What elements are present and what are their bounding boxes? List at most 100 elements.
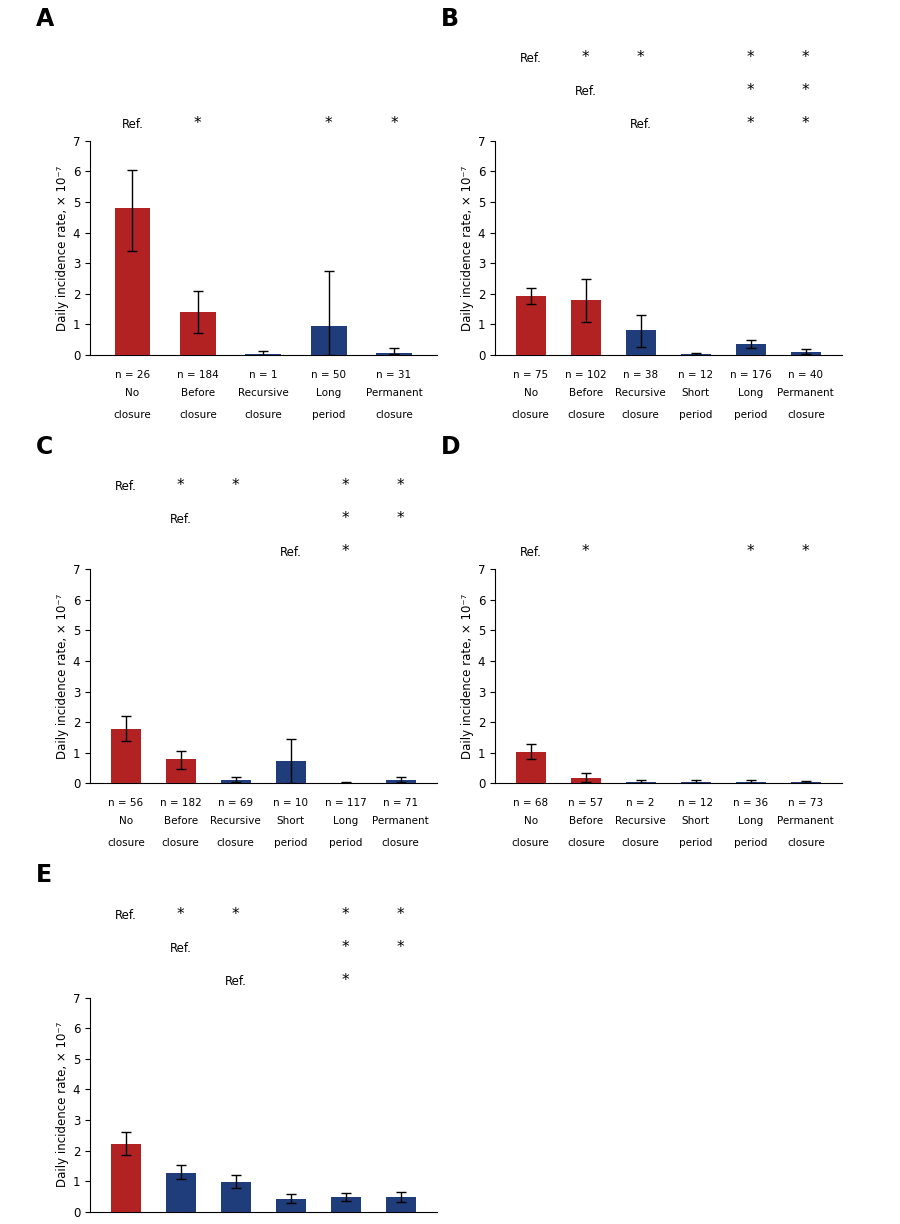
Text: *: * [802, 116, 810, 131]
Text: n = 1: n = 1 [249, 370, 277, 379]
Text: n = 102: n = 102 [565, 370, 607, 379]
Text: *: * [397, 512, 405, 526]
Bar [735, 782, 766, 783]
Text: Ref.: Ref. [225, 974, 247, 988]
Text: closure: closure [622, 410, 660, 420]
Text: n = 71: n = 71 [383, 798, 418, 808]
Text: Permanent: Permanent [778, 388, 834, 398]
Text: period: period [734, 838, 768, 848]
Text: Ref.: Ref. [575, 84, 597, 98]
Text: Ref.: Ref. [115, 480, 137, 493]
Bar [516, 752, 546, 783]
Text: No: No [524, 816, 538, 826]
Text: closure: closure [512, 838, 550, 848]
Text: period: period [734, 410, 768, 420]
Text: n = 40: n = 40 [788, 370, 824, 379]
Bar [626, 330, 656, 355]
Text: closure: closure [107, 838, 145, 848]
Text: n = 184: n = 184 [177, 370, 219, 379]
Text: Ref.: Ref. [520, 546, 542, 559]
Text: Ref.: Ref. [115, 908, 137, 922]
Text: n = 10: n = 10 [274, 798, 308, 808]
Bar [735, 344, 766, 355]
Bar [246, 354, 281, 355]
Text: *: * [747, 545, 754, 559]
Text: Before: Before [164, 816, 198, 826]
Y-axis label: Daily incidence rate, × 10⁻⁷: Daily incidence rate, × 10⁻⁷ [461, 594, 473, 759]
Bar [111, 730, 141, 783]
Text: n = 68: n = 68 [513, 798, 548, 808]
Text: closure: closure [622, 838, 660, 848]
Bar [330, 1197, 361, 1212]
Text: *: * [342, 479, 349, 493]
Text: period: period [312, 410, 346, 420]
Bar [166, 1173, 196, 1212]
Text: Ref.: Ref. [630, 118, 652, 131]
Text: Ref.: Ref. [520, 51, 542, 65]
Text: *: * [325, 116, 332, 131]
Text: *: * [232, 479, 239, 493]
Text: Ref.: Ref. [170, 941, 192, 955]
Y-axis label: Daily incidence rate, × 10⁻⁷: Daily incidence rate, × 10⁻⁷ [461, 165, 473, 330]
Text: closure: closure [113, 410, 151, 420]
Bar [166, 759, 196, 783]
Bar [385, 780, 416, 783]
Text: n = 182: n = 182 [160, 798, 202, 808]
Text: *: * [391, 116, 398, 131]
Text: *: * [342, 512, 349, 526]
Text: *: * [802, 83, 810, 98]
Text: n = 73: n = 73 [788, 798, 824, 808]
Text: Before: Before [569, 816, 603, 826]
Text: *: * [232, 907, 239, 922]
Text: n = 57: n = 57 [568, 798, 603, 808]
Text: Before: Before [569, 388, 603, 398]
Y-axis label: Daily incidence rate, × 10⁻⁷: Daily incidence rate, × 10⁻⁷ [56, 165, 68, 330]
Text: *: * [342, 973, 349, 988]
Text: n = 69: n = 69 [218, 798, 253, 808]
Text: closure: closure [162, 838, 200, 848]
Text: *: * [747, 50, 754, 65]
Text: *: * [397, 479, 405, 493]
Text: n = 38: n = 38 [623, 370, 658, 379]
Text: closure: closure [567, 410, 605, 420]
Text: Permanent: Permanent [373, 816, 429, 826]
Bar [310, 326, 346, 355]
Text: Ref.: Ref. [122, 118, 143, 131]
Text: *: * [747, 83, 754, 98]
Text: n = 56: n = 56 [108, 798, 143, 808]
Bar [516, 296, 546, 355]
Text: Short: Short [681, 816, 710, 826]
Text: *: * [342, 940, 349, 955]
Text: Ref.: Ref. [170, 513, 192, 526]
Bar [114, 208, 150, 355]
Y-axis label: Daily incidence rate, × 10⁻⁷: Daily incidence rate, × 10⁻⁷ [56, 1022, 68, 1187]
Text: Long: Long [333, 816, 358, 826]
Text: n = 26: n = 26 [115, 370, 150, 379]
Text: Ref.: Ref. [280, 546, 302, 559]
Text: Recursive: Recursive [616, 816, 666, 826]
Text: closure: closure [382, 838, 419, 848]
Bar [275, 1200, 306, 1212]
Text: n = 2: n = 2 [626, 798, 655, 808]
Bar [571, 301, 601, 355]
Bar [220, 780, 251, 783]
Text: n = 36: n = 36 [734, 798, 769, 808]
Text: Short: Short [276, 816, 305, 826]
Text: Permanent: Permanent [778, 816, 834, 826]
Bar [385, 1197, 416, 1212]
Text: closure: closure [512, 410, 550, 420]
Text: period: period [329, 838, 363, 848]
Text: period: period [680, 410, 713, 420]
Bar [275, 761, 306, 783]
Bar [790, 353, 821, 355]
Bar [111, 1143, 141, 1212]
Text: *: * [177, 907, 184, 922]
Text: n = 117: n = 117 [325, 798, 366, 808]
Bar [220, 1182, 251, 1212]
Text: *: * [582, 50, 590, 65]
Text: n = 31: n = 31 [376, 370, 411, 379]
Text: closure: closure [567, 838, 605, 848]
Text: *: * [802, 50, 810, 65]
Text: No: No [119, 816, 133, 826]
Text: *: * [397, 907, 405, 922]
